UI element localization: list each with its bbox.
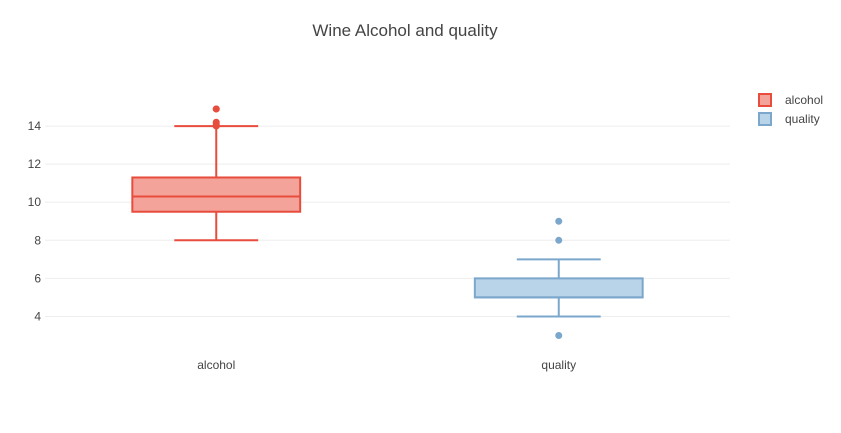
- y-tick-label: 10: [28, 195, 42, 209]
- y-axis-ticks: 4 6 8 10 12 14: [28, 119, 42, 323]
- box-iqr: [131, 176, 302, 213]
- box-iqr: [473, 277, 644, 299]
- y-tick-label: 12: [28, 157, 42, 171]
- legend-swatch: [758, 93, 772, 107]
- x-axis-ticks: alcohol quality: [197, 358, 576, 372]
- y-tick-label: 14: [28, 119, 42, 133]
- y-tick-label: 6: [34, 271, 41, 285]
- outlier-point: [212, 118, 220, 126]
- legend-label: quality: [785, 112, 820, 126]
- legend[interactable]: alcohol quality: [758, 93, 823, 126]
- legend-swatch: [758, 112, 772, 126]
- y-tick-label: 4: [34, 309, 41, 323]
- outlier-point: [212, 105, 220, 113]
- outlier-point: [555, 331, 563, 339]
- outlier-point: [555, 217, 563, 225]
- outlier-point: [555, 236, 563, 244]
- x-tick-label: quality: [541, 358, 576, 372]
- box-group-quality: [473, 217, 644, 339]
- x-tick-label: alcohol: [197, 358, 235, 372]
- box-group-alcohol: [131, 105, 302, 242]
- legend-item-alcohol[interactable]: alcohol: [758, 93, 823, 107]
- chart-title: Wine Alcohol and quality: [312, 21, 498, 40]
- box-plots: [131, 105, 644, 339]
- legend-item-quality[interactable]: quality: [758, 112, 820, 126]
- y-tick-label: 8: [34, 233, 41, 247]
- legend-label: alcohol: [785, 93, 823, 107]
